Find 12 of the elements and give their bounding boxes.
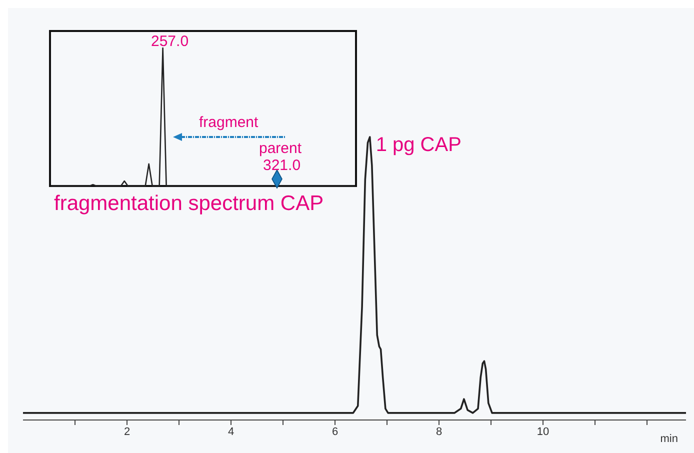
x-axis-title: min	[660, 433, 678, 445]
x-axis-title: fragmentation spectrum CAP	[54, 192, 324, 216]
x-tick-label: 8	[436, 426, 442, 438]
x-tick-label: 2	[124, 426, 130, 438]
x-tick-label: 4	[228, 426, 234, 438]
annotation: 1 pg CAP	[376, 134, 462, 156]
annotation: 321.0	[263, 157, 301, 174]
annotation: fragment	[199, 114, 258, 131]
annotation: 257.0	[151, 33, 189, 50]
annotation: parent	[259, 140, 302, 157]
x-tick-label: 6	[332, 426, 338, 438]
x-tick-label: 10	[536, 426, 550, 438]
